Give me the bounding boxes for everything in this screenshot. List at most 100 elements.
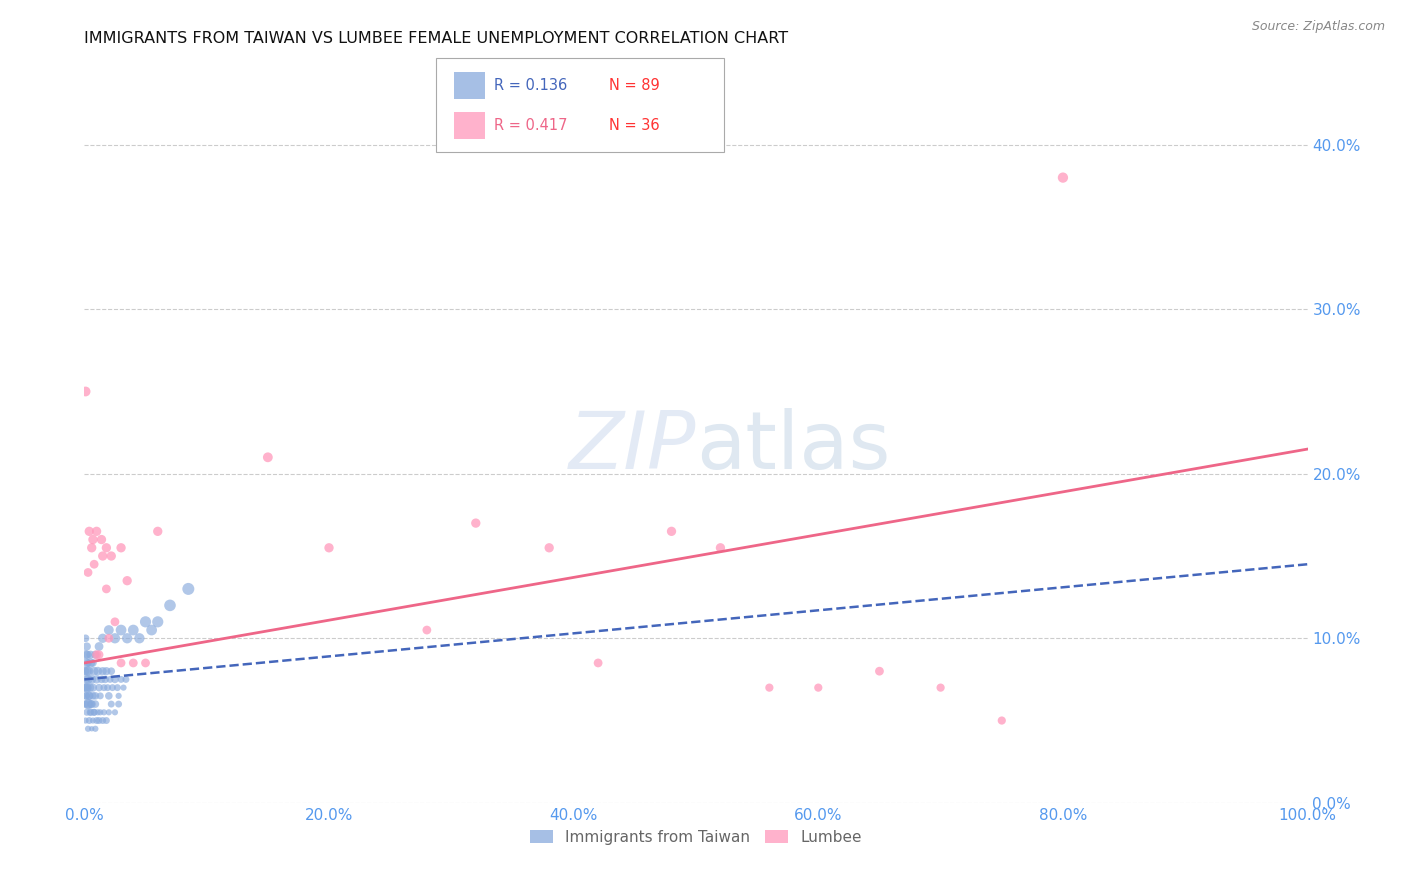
Text: R = 0.417: R = 0.417 <box>494 119 567 134</box>
Text: atlas: atlas <box>696 409 890 486</box>
Point <box>75 681 97 695</box>
Point <box>82 681 104 695</box>
Point <box>77 722 100 736</box>
Point <box>75 384 97 399</box>
Point <box>929 681 952 695</box>
Point <box>538 541 561 555</box>
Point <box>76 640 98 654</box>
Point <box>83 706 105 720</box>
Point <box>318 541 340 555</box>
Point <box>257 450 280 465</box>
Point <box>75 714 97 728</box>
Point <box>869 664 891 678</box>
Point <box>141 623 163 637</box>
Point <box>98 673 121 687</box>
Point <box>82 689 104 703</box>
Point <box>115 574 138 588</box>
Point <box>75 673 97 687</box>
Point <box>122 656 145 670</box>
Point <box>100 549 122 563</box>
Point <box>758 681 780 695</box>
Point <box>107 697 129 711</box>
Point <box>807 681 830 695</box>
Point <box>76 648 98 662</box>
Point <box>75 689 97 703</box>
Point <box>97 623 120 637</box>
Point <box>97 632 120 646</box>
Point <box>96 664 118 678</box>
Point <box>77 697 100 711</box>
Point <box>97 689 120 703</box>
Point <box>96 582 118 596</box>
Point <box>91 664 114 678</box>
Point <box>464 516 486 530</box>
Point <box>75 689 97 703</box>
Point <box>86 673 108 687</box>
Point <box>89 689 111 703</box>
Point <box>76 664 98 678</box>
Point <box>104 706 127 720</box>
Point <box>146 524 169 539</box>
Point <box>77 714 100 728</box>
Point <box>91 549 114 563</box>
Point <box>89 706 111 720</box>
Point <box>135 615 157 629</box>
Point <box>104 673 127 687</box>
Point <box>86 714 108 728</box>
Point <box>77 689 100 703</box>
Point <box>77 697 100 711</box>
Point <box>77 656 100 670</box>
Point <box>709 541 731 555</box>
Point <box>110 623 132 637</box>
Point <box>115 673 138 687</box>
Point <box>77 566 100 580</box>
Point <box>91 632 114 646</box>
Point <box>87 640 110 654</box>
Point <box>86 524 108 539</box>
Point <box>82 533 104 547</box>
Point <box>80 697 103 711</box>
Point <box>83 664 105 678</box>
Text: R = 0.136: R = 0.136 <box>494 78 567 93</box>
Point <box>112 681 135 695</box>
Point <box>90 673 112 687</box>
Point <box>96 541 118 555</box>
Point <box>93 706 115 720</box>
Point <box>77 673 100 687</box>
Point <box>135 656 157 670</box>
Point <box>146 615 169 629</box>
Point <box>177 582 200 596</box>
Point <box>80 697 103 711</box>
Point <box>90 533 112 547</box>
Point <box>1052 170 1074 185</box>
Text: N = 36: N = 36 <box>609 119 659 134</box>
Text: N = 89: N = 89 <box>609 78 659 93</box>
Point <box>80 673 103 687</box>
Point <box>84 648 107 662</box>
Point <box>77 689 100 703</box>
Point <box>115 632 138 646</box>
Point <box>80 541 103 555</box>
Point <box>75 632 97 646</box>
Point <box>104 615 127 629</box>
Point <box>82 714 104 728</box>
Text: IMMIGRANTS FROM TAIWAN VS LUMBEE FEMALE UNEMPLOYMENT CORRELATION CHART: IMMIGRANTS FROM TAIWAN VS LUMBEE FEMALE … <box>84 31 789 46</box>
Point <box>97 681 120 695</box>
Point <box>122 623 145 637</box>
Point <box>991 714 1014 728</box>
Point <box>86 648 108 662</box>
Point <box>75 648 97 662</box>
Point <box>76 681 98 695</box>
Point <box>73 664 96 678</box>
Point <box>101 681 124 695</box>
Point <box>128 632 150 646</box>
Point <box>416 623 439 637</box>
Point <box>87 681 110 695</box>
Point <box>586 656 609 670</box>
Point <box>84 689 107 703</box>
Point <box>76 656 98 670</box>
Point <box>97 706 120 720</box>
Point <box>83 558 105 572</box>
Point <box>76 681 98 695</box>
Point <box>91 714 114 728</box>
